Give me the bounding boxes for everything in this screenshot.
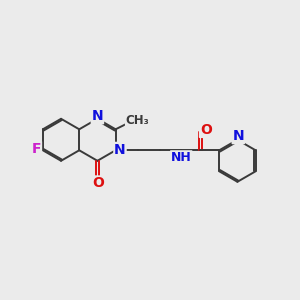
Text: O: O xyxy=(200,123,212,137)
Text: NH: NH xyxy=(171,151,192,164)
Text: N: N xyxy=(92,110,103,124)
Text: O: O xyxy=(92,176,104,190)
Text: CH₃: CH₃ xyxy=(126,114,149,127)
Text: N: N xyxy=(114,143,126,157)
Text: N: N xyxy=(232,129,244,143)
Text: F: F xyxy=(32,142,41,156)
